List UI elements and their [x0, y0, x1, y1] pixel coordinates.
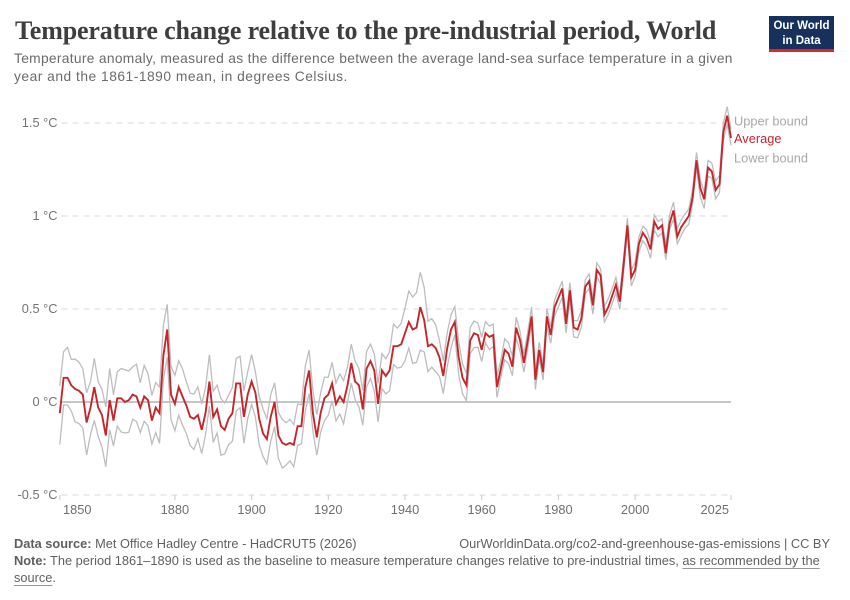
svg-text:1900: 1900 — [237, 502, 265, 517]
svg-text:1.5 °C: 1.5 °C — [22, 115, 58, 130]
svg-text:1960: 1960 — [467, 502, 495, 517]
svg-text:-0.5 °C: -0.5 °C — [18, 487, 58, 502]
svg-text:Lower bound: Lower bound — [734, 151, 808, 166]
svg-text:1850: 1850 — [63, 502, 91, 517]
svg-text:Average: Average — [734, 131, 781, 146]
svg-text:1880: 1880 — [161, 502, 189, 517]
svg-text:2025: 2025 — [701, 502, 729, 517]
svg-text:1 °C: 1 °C — [32, 208, 57, 223]
svg-text:0 °C: 0 °C — [32, 394, 57, 409]
svg-text:2000: 2000 — [621, 502, 649, 517]
svg-text:0.5 °C: 0.5 °C — [22, 301, 58, 316]
svg-text:1980: 1980 — [544, 502, 572, 517]
svg-text:1940: 1940 — [391, 502, 419, 517]
svg-text:Upper bound: Upper bound — [734, 114, 808, 129]
svg-text:1920: 1920 — [314, 502, 342, 517]
